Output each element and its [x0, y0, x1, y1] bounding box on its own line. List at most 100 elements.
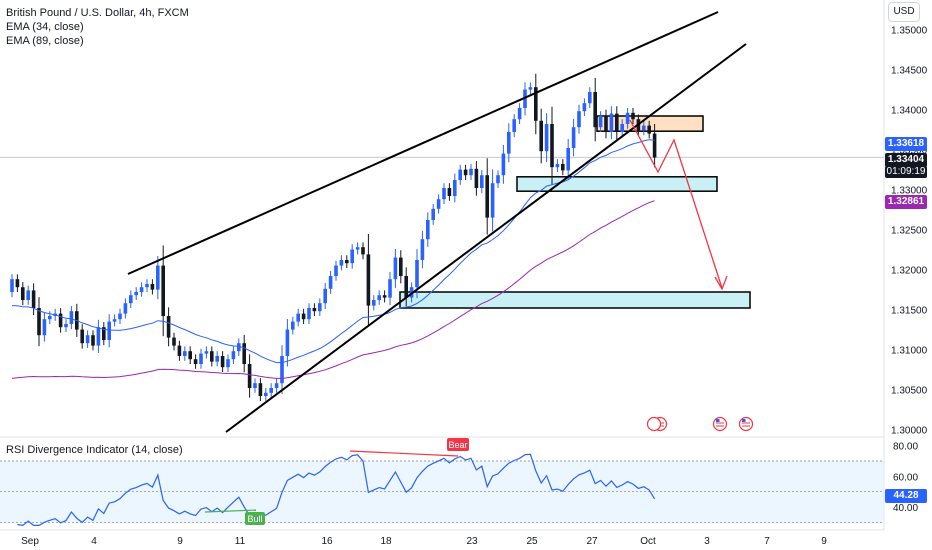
candle-body — [598, 116, 603, 128]
candle-body — [442, 188, 446, 200]
candle-body — [490, 183, 495, 218]
candles — [10, 73, 657, 402]
rsi-tick-label: 80.00 — [893, 442, 918, 453]
candle-body — [64, 324, 68, 328]
bear-label-bg — [447, 438, 469, 451]
candle-body — [625, 112, 630, 124]
candle-body — [215, 356, 219, 362]
rsi-value-tag: 44.28 — [885, 489, 927, 503]
candle-body — [426, 220, 430, 240]
candle-body — [69, 311, 74, 324]
candle-body — [10, 279, 14, 292]
candle-body — [145, 284, 149, 288]
candle-body — [172, 337, 176, 346]
ema89-legend[interactable]: EMA (89, close) — [6, 35, 84, 47]
time-tick-label: 16 — [321, 536, 333, 547]
candle-body — [107, 321, 111, 340]
candle-body — [307, 308, 311, 320]
bull-label-bg — [245, 512, 265, 525]
candle-body — [647, 125, 651, 134]
projection-arrow-head — [714, 275, 728, 291]
candle-body — [453, 180, 457, 196]
candle-body — [247, 364, 252, 388]
candle-body — [166, 316, 171, 338]
candle-body — [183, 351, 187, 356]
candle-body — [609, 113, 614, 132]
candle-body — [161, 265, 165, 316]
candle-body — [123, 303, 128, 314]
time-tick-label: Sep — [21, 536, 39, 547]
bull-divergence-line — [204, 509, 257, 513]
candle-body — [512, 119, 516, 132]
candle-body — [474, 168, 479, 188]
rsi-legend[interactable]: RSI Divergence Indicator (14, close) — [6, 444, 183, 456]
candle-body — [134, 292, 138, 296]
candle-body — [301, 313, 306, 320]
candle-body — [318, 303, 322, 312]
candle-body — [350, 249, 354, 264]
candle-body — [436, 199, 441, 209]
candle-body — [550, 124, 554, 168]
time-tick-label: 3 — [704, 536, 710, 547]
candle-body — [323, 288, 327, 304]
rsi-tick-label: 40.00 — [893, 503, 918, 514]
candle-body — [566, 148, 570, 171]
candle-body — [48, 316, 52, 320]
candle-body — [26, 290, 30, 300]
uk-flag-event-icon — [646, 416, 662, 432]
flag-canton — [716, 419, 720, 422]
candle-body — [188, 351, 192, 360]
symbol-title[interactable]: British Pound / U.S. Dollar, 4h, FXCM — [6, 7, 189, 19]
price-tick-label: 1.31000 — [891, 346, 928, 357]
candle-body — [345, 260, 349, 264]
candle-body — [447, 188, 452, 196]
time-tick-label: 23 — [466, 536, 478, 547]
candle-body — [458, 169, 462, 180]
bull-label: Bull — [247, 514, 262, 524]
time-tick-label: 25 — [526, 536, 538, 547]
candle-body — [507, 132, 511, 154]
time-tick-label: 7 — [764, 536, 770, 547]
candle-body — [264, 392, 268, 396]
countdown-tag: 01:09:19 — [885, 166, 927, 178]
time-tick-label: Oct — [640, 536, 656, 547]
bear-divergence-line — [349, 450, 459, 457]
us-flag-event-icon — [738, 416, 754, 432]
us-flag-event-icon — [712, 416, 728, 432]
ema89-line — [11, 200, 655, 379]
ema34-legend[interactable]: EMA (34, close) — [6, 21, 84, 33]
price-tick-label: 1.33000 — [891, 186, 928, 197]
candle-body — [156, 265, 160, 290]
candle-body — [355, 247, 360, 250]
candle-body — [139, 287, 144, 292]
candle-body — [615, 113, 619, 132]
candle-body — [393, 257, 398, 280]
time-tick-label: 27 — [586, 536, 598, 547]
candle-body — [31, 290, 36, 308]
candle-body — [274, 383, 279, 388]
candle-body — [415, 260, 419, 288]
candle-body — [604, 116, 608, 132]
currency-selector[interactable]: USD — [888, 2, 920, 22]
projection-arrow — [629, 119, 723, 289]
price-tick-label: 1.30000 — [891, 426, 928, 437]
candle-body — [366, 254, 371, 306]
price-tick-label: 1.31500 — [891, 306, 928, 317]
candle-body — [193, 359, 198, 364]
candle-body — [372, 300, 376, 306]
candle-body — [334, 265, 338, 276]
candle-body — [177, 345, 182, 356]
time-tick-label: 9 — [821, 536, 827, 547]
candle-body — [328, 276, 333, 289]
bear-label: Bear — [448, 440, 467, 450]
candle-body — [544, 124, 549, 152]
candle-body — [631, 112, 635, 120]
candle-body — [118, 313, 122, 320]
time-tick-label: 11 — [235, 536, 246, 547]
candle-body — [258, 383, 263, 396]
candle-body — [58, 313, 63, 328]
candle-body — [42, 319, 47, 336]
candle-body — [469, 168, 473, 176]
candle-body — [339, 260, 344, 266]
